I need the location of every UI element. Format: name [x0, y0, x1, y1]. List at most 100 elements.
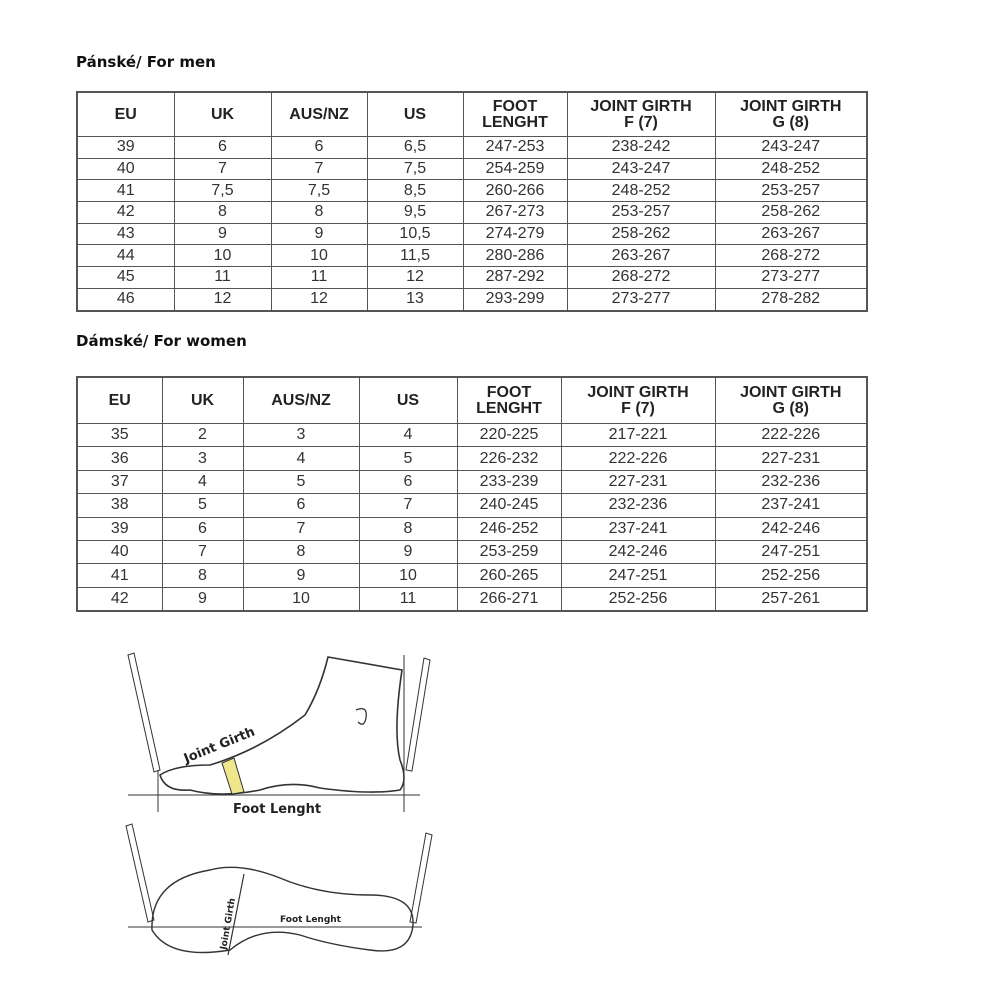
table-cell: 248-252: [714, 157, 868, 181]
table-cell: 254-259: [462, 157, 568, 181]
table-cell: 226-232: [456, 446, 562, 471]
column-header: JOINT GIRTH F (7): [560, 376, 716, 424]
table-row: 37 4 5 6 233-239 227-231 232-236: [76, 469, 868, 495]
top-view-foot: [125, 823, 433, 956]
table-cell: 278-282: [714, 287, 868, 312]
table-cell: 36: [76, 446, 163, 471]
table-cell: 37: [76, 469, 163, 495]
table-cell: 10,5: [366, 222, 464, 246]
table-cell: 260-266: [462, 179, 568, 203]
table-cell: 46: [76, 287, 175, 312]
table-cell: 6,5: [366, 136, 464, 159]
table-cell: 12: [270, 287, 368, 312]
table-cell: 5: [358, 446, 458, 471]
table-cell: 252-256: [714, 563, 868, 588]
table-cell: 217-221: [560, 422, 716, 448]
table-cell: 4: [358, 422, 458, 448]
table-cell: 42: [76, 586, 163, 612]
men-size-table: EU UK AUS/NZ US FOOT LENGHT JOINT GIRTH F (7) JO…: [76, 91, 868, 312]
table-cell: 6: [358, 469, 458, 495]
table-cell: 247-251: [714, 539, 868, 565]
table-cell: 44: [76, 244, 175, 268]
table-cell: 39: [76, 136, 175, 159]
table-cell: 9: [270, 222, 368, 246]
table-cell: 4: [242, 446, 360, 471]
table-cell: 253-257: [566, 201, 716, 224]
table-cell: 6: [161, 516, 244, 541]
header-row: EU UK AUS/NZ US FOOT LENGHT JOINT GIRTH F (7) JO…: [76, 376, 868, 424]
table-cell: 237-241: [714, 493, 868, 518]
table-cell: 263-267: [566, 244, 716, 268]
table-cell: 237-241: [560, 516, 716, 541]
table-cell: 11,5: [366, 244, 464, 268]
table-cell: 247-251: [560, 563, 716, 588]
table-cell: 7: [242, 516, 360, 541]
table-cell: 6: [270, 136, 368, 159]
table-cell: 242-246: [714, 516, 868, 541]
table-row: 41 8 9 10 260-265 247-251 252-256: [76, 563, 868, 588]
table-cell: 233-239: [456, 469, 562, 495]
table-cell: 9,5: [366, 201, 464, 224]
top-foot-length-label: Foot Lenght: [280, 915, 342, 925]
table-cell: 240-245: [456, 493, 562, 518]
foot-measurement-diagram: Joint Girth Foot Lenght Joint Girth Foot…: [125, 652, 433, 956]
table-cell: 2: [161, 422, 244, 448]
table-row: 39 6 6 6,5 247-253 238-242 243-247: [76, 136, 868, 159]
table-cell: 266-271: [456, 586, 562, 612]
table-cell: 3: [161, 446, 244, 471]
table-cell: 274-279: [462, 222, 568, 246]
column-header: JOINT GIRTH G (8): [714, 91, 868, 137]
table-cell: 11: [358, 586, 458, 612]
table-cell: 293-299: [462, 287, 568, 312]
table-cell: 243-247: [714, 136, 868, 159]
column-header: EU: [76, 376, 163, 424]
column-header: JOINT GIRTH F (7): [566, 91, 716, 137]
table-cell: 247-253: [462, 136, 568, 159]
table-cell: 42: [76, 201, 175, 224]
table-row: 42 8 8 9,5 267-273 253-257 258-262: [76, 201, 868, 224]
table-row: 40 7 8 9 253-259 242-246 247-251: [76, 539, 868, 565]
table-cell: 227-231: [560, 469, 716, 495]
column-header: EU: [76, 91, 175, 137]
table-cell: 258-262: [566, 222, 716, 246]
table-cell: 8: [270, 201, 368, 224]
side-joint-girth-label: Joint Girth: [181, 725, 257, 767]
table-cell: 39: [76, 516, 163, 541]
table-cell: 253-259: [456, 539, 562, 565]
table-cell: 8,5: [366, 179, 464, 203]
table-cell: 35: [76, 422, 163, 448]
table-cell: 257-261: [714, 586, 868, 612]
table-cell: 41: [76, 563, 163, 588]
table-cell: 7: [358, 493, 458, 518]
table-cell: 258-262: [714, 201, 868, 224]
table-cell: 267-273: [462, 201, 568, 224]
table-row: 41 7,5 7,5 8,5 260-266 248-252 253-257: [76, 179, 868, 203]
table-cell: 7: [173, 157, 272, 181]
table-cell: 248-252: [566, 179, 716, 203]
table-cell: 263-267: [714, 222, 868, 246]
table-cell: 268-272: [714, 244, 868, 268]
side-view-foot: [127, 652, 431, 812]
table-cell: 12: [173, 287, 272, 312]
women-title: Dámské/ For women: [76, 332, 247, 350]
table-row: 45 11 11 12 287-292 268-272 273-277: [76, 266, 868, 289]
column-header: FOOT LENGHT: [456, 376, 562, 424]
table-row: 36 3 4 5 226-232 222-226 227-231: [76, 446, 868, 471]
table-cell: 273-277: [566, 287, 716, 312]
table-cell: 6: [242, 493, 360, 518]
table-cell: 4: [161, 469, 244, 495]
table-cell: 252-256: [560, 586, 716, 612]
table-row: 42 9 10 11 266-271 252-256 257-261: [76, 586, 868, 612]
table-cell: 38: [76, 493, 163, 518]
table-row: 40 7 7 7,5 254-259 243-247 248-252: [76, 157, 868, 181]
column-header: AUS/NZ: [242, 376, 360, 424]
table-cell: 9: [242, 563, 360, 588]
table-cell: 243-247: [566, 157, 716, 181]
table-cell: 8: [242, 539, 360, 565]
header-row: EU UK AUS/NZ US FOOT LENGHT JOINT GIRTH F (7) JO…: [76, 91, 868, 137]
table-cell: 11: [270, 266, 368, 289]
table-cell: 7,5: [173, 179, 272, 203]
column-header: UK: [161, 376, 244, 424]
table-cell: 9: [173, 222, 272, 246]
